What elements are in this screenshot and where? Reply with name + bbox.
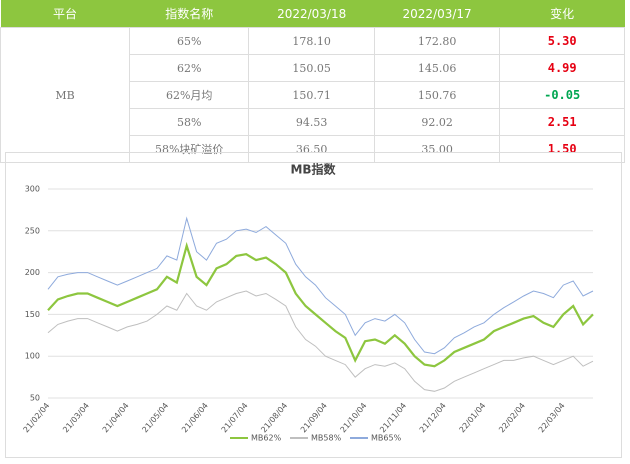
x-tick-label: 22/01/04 bbox=[457, 401, 487, 434]
y-tick-label: 100 bbox=[25, 352, 40, 361]
legend-label: MB62% bbox=[251, 434, 282, 443]
y-tick-label: 150 bbox=[25, 310, 40, 319]
x-tick-label: 21/06/04 bbox=[180, 401, 210, 434]
table-cell: 62%月均 bbox=[128, 81, 250, 109]
table-header: 平台 指数名称 2022/03/18 2022/03/17 变化 bbox=[0, 0, 625, 28]
x-tick-label: 21/12/04 bbox=[418, 401, 448, 434]
x-tick-label: 21/03/04 bbox=[61, 401, 91, 434]
table-cell: 172.80 bbox=[373, 27, 501, 55]
header-cell: 指数名称 bbox=[129, 0, 249, 28]
x-tick-label: 21/10/04 bbox=[339, 401, 369, 434]
table-row: 58% 94.53 92.02 2.51 bbox=[1, 108, 625, 136]
header-cell: 变化 bbox=[499, 0, 625, 28]
x-tick-label: 21/02/04 bbox=[21, 401, 51, 434]
x-tick-label: 22/02/04 bbox=[497, 401, 527, 434]
header-cell: 2022/03/18 bbox=[248, 0, 375, 28]
table-cell: 150.76 bbox=[373, 81, 501, 109]
table-body: MB 65% 178.10 172.80 5.30 62% 150.05 145.06 4.99… bbox=[0, 27, 625, 163]
series-line bbox=[47, 216, 594, 355]
x-tick-label: 21/09/04 bbox=[299, 401, 329, 434]
change-cell: 1.50 bbox=[499, 135, 625, 163]
x-tick-label: 21/11/04 bbox=[378, 401, 408, 434]
x-tick-label: 21/04/04 bbox=[101, 401, 131, 434]
y-tick-label: 250 bbox=[25, 226, 40, 235]
series-line bbox=[47, 290, 594, 392]
x-tick-label: 22/03/04 bbox=[537, 401, 567, 434]
table-cell: 145.06 bbox=[373, 54, 501, 82]
legend-label: MB58% bbox=[311, 434, 342, 443]
platform-cell: MB bbox=[0, 27, 130, 163]
header-cell: 2022/03/17 bbox=[374, 0, 500, 28]
chart-title: MB指数 bbox=[290, 162, 336, 177]
x-tick-label: 21/07/04 bbox=[220, 401, 250, 434]
table-cell: 92.02 bbox=[373, 108, 501, 136]
table-cell: 35.00 bbox=[373, 135, 501, 163]
price-table: 平台 指数名称 2022/03/18 2022/03/17 变化 MB 65% 178.10… bbox=[0, 0, 625, 163]
table-cell: 36.50 bbox=[248, 135, 375, 163]
table-row: 58%块矿溢价 36.50 35.00 1.50 bbox=[1, 135, 625, 163]
series-line bbox=[47, 241, 594, 368]
x-tick-label: 21/08/04 bbox=[259, 401, 289, 434]
y-tick-label: 200 bbox=[25, 268, 40, 277]
header-cell: 平台 bbox=[0, 0, 130, 28]
legend-label: MB65% bbox=[371, 434, 402, 443]
y-tick-label: 300 bbox=[25, 185, 40, 194]
x-tick-label: 21/05/04 bbox=[140, 401, 170, 434]
y-tick-label: 50 bbox=[30, 394, 40, 403]
table-cell: 178.10 bbox=[248, 27, 375, 55]
chart-frame bbox=[5, 152, 622, 458]
table-row: MB 65% 178.10 172.80 5.30 bbox=[0, 27, 625, 163]
